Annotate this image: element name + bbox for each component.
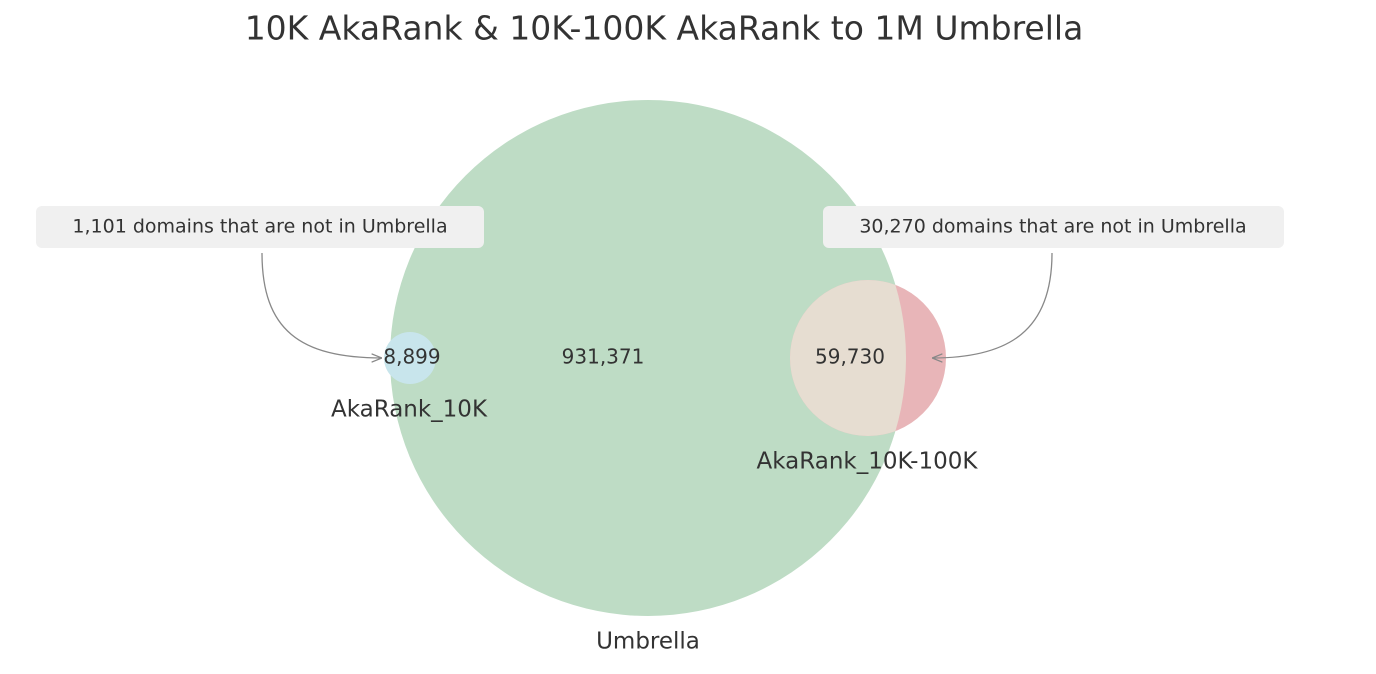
set-label: Umbrella bbox=[596, 629, 700, 655]
annotation-arrow bbox=[932, 252, 1053, 358]
annotation: 1,101 domains that are not in Umbrella bbox=[72, 216, 447, 238]
annotation-box bbox=[823, 206, 1284, 248]
annotation-arrow bbox=[261, 252, 382, 358]
region-value: 59,730 bbox=[815, 345, 885, 369]
set-label: AkaRank_10K bbox=[331, 397, 488, 423]
annotation-box bbox=[36, 206, 484, 248]
region-value: 8,899 bbox=[383, 345, 440, 369]
chart-title: 10K AkaRank & 10K-100K AkaRank to 1M Umb… bbox=[245, 9, 1084, 48]
overlap-region bbox=[790, 280, 906, 436]
annotation: 30,270 domains that are not in Umbrella bbox=[859, 216, 1246, 238]
set-circle bbox=[390, 100, 906, 616]
venn-shapes bbox=[384, 100, 946, 616]
region-value: 931,371 bbox=[562, 345, 645, 369]
set-circle bbox=[384, 332, 436, 384]
set-label: AkaRank_10K-100K bbox=[757, 449, 979, 475]
venn-labels: Umbrella AkaRank_10K AkaRank_10K-100K 931,3… bbox=[36, 206, 1284, 655]
